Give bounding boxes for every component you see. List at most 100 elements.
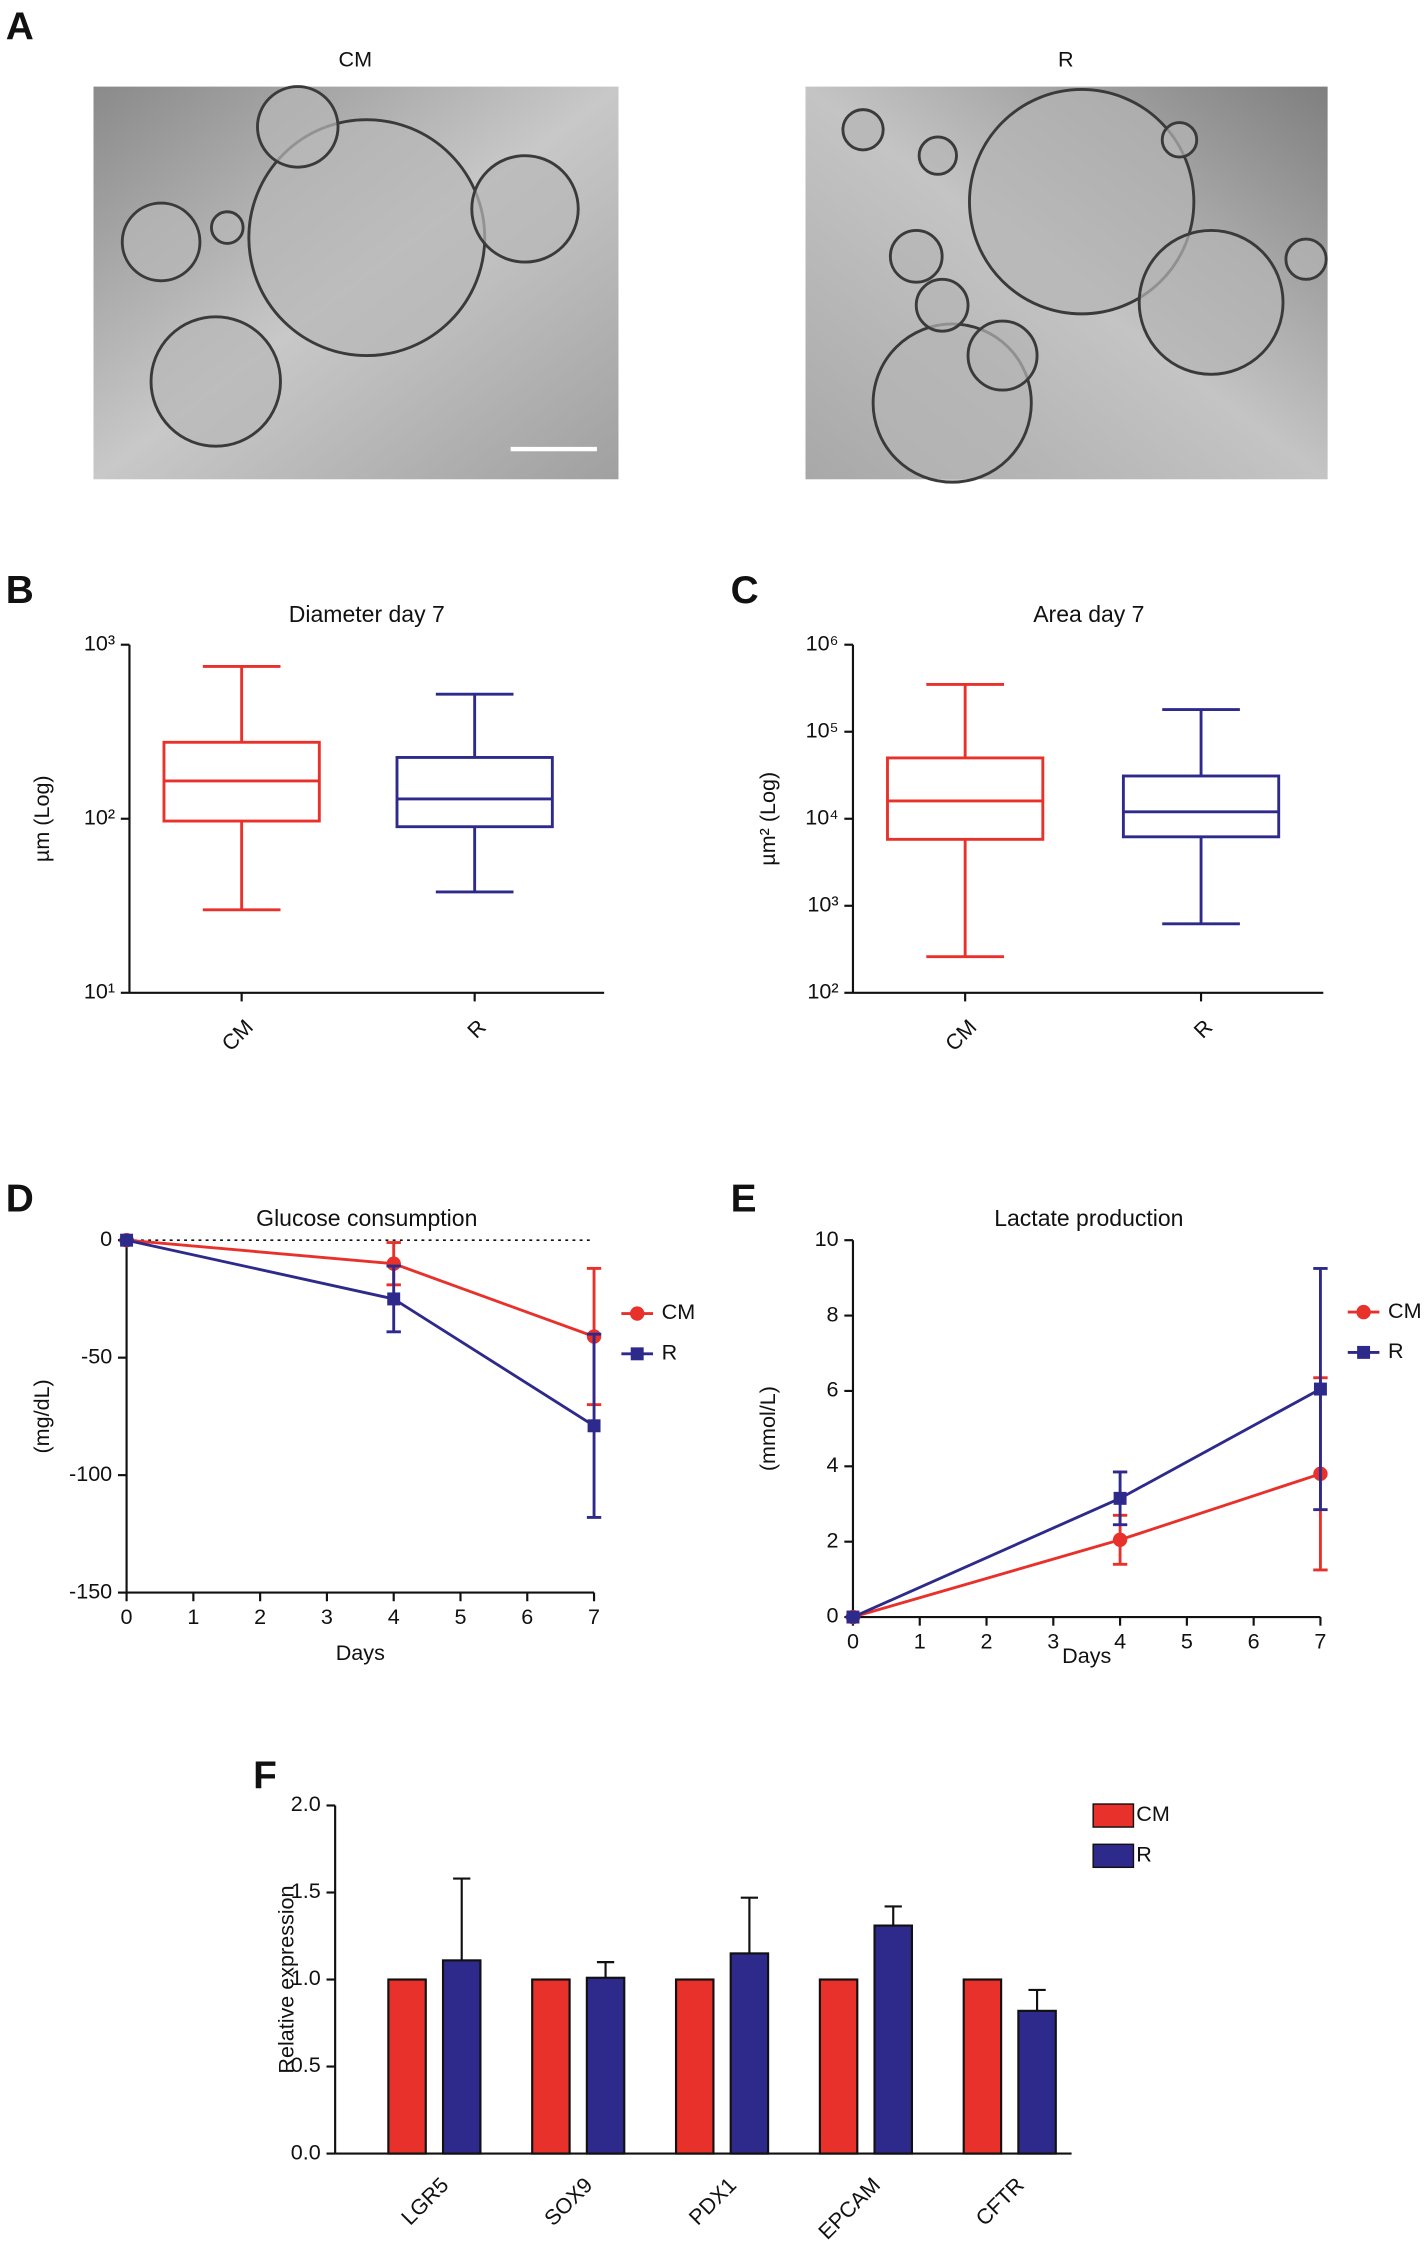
image-label: R: [1058, 46, 1074, 71]
y-tick-label: 4: [827, 1452, 839, 1477]
y-axis-label: (mmol/L): [755, 1386, 780, 1471]
y-tick-label: 10: [815, 1226, 839, 1251]
x-tick-label: CM: [940, 1014, 981, 1055]
y-tick-label: 0.5: [291, 2052, 321, 2077]
x-tick-label: 0: [121, 1604, 133, 1629]
x-tick-label: 7: [1314, 1629, 1326, 1654]
y-tick-label: 10²: [807, 978, 838, 1003]
y-tick-label: 10³: [807, 891, 838, 916]
bar: [873, 1924, 914, 2155]
image-label: CM: [339, 46, 373, 71]
x-tick-label: 2: [981, 1629, 993, 1654]
bar: [674, 1978, 715, 2155]
x-tick-label: 1: [187, 1604, 199, 1629]
x-tick-label: PDX1: [684, 2172, 742, 2230]
legend-label: CM: [1136, 1801, 1170, 1826]
box: [395, 756, 554, 829]
x-tick-label: 4: [1114, 1629, 1126, 1654]
y-tick-label: -150: [69, 1578, 112, 1603]
x-tick-label: R: [1189, 1014, 1218, 1043]
y-tick-label: 10¹: [84, 978, 115, 1003]
y-tick-label: 10⁶: [806, 630, 839, 655]
x-tick-label: 7: [588, 1604, 600, 1629]
chart-title: Lactate production: [994, 1205, 1183, 1231]
x-tick-label: SOX9: [539, 2172, 597, 2230]
y-tick-label: 10⁴: [805, 804, 838, 829]
x-tick-label: 6: [1248, 1629, 1260, 1654]
panel-letter: F: [253, 1754, 277, 1797]
panel-letter: C: [731, 569, 759, 612]
x-tick-label: CFTR: [970, 2172, 1028, 2230]
y-tick-label: 8: [827, 1301, 839, 1326]
x-axis-label: Days: [336, 1640, 385, 1665]
marker: [1113, 1491, 1127, 1505]
x-tick-label: 6: [521, 1604, 533, 1629]
x-tick-label: EPCAM: [813, 2172, 885, 2244]
legend-marker: [630, 1306, 645, 1321]
y-tick-label: 0: [827, 1603, 839, 1628]
panel-letter: A: [6, 5, 34, 48]
panel-letter: E: [731, 1178, 757, 1221]
x-tick-label: 1: [914, 1629, 926, 1654]
x-tick-label: 3: [321, 1604, 333, 1629]
series-line: [126, 1238, 595, 1428]
x-tick-label: R: [462, 1014, 491, 1043]
x-tick-label: 3: [1047, 1629, 1059, 1654]
y-tick-label: 10⁵: [806, 717, 839, 742]
y-tick-label: 1.0: [291, 1965, 321, 1990]
micrograph: [805, 86, 1328, 484]
legend-swatch: [1092, 1843, 1135, 1869]
marker: [587, 1419, 601, 1433]
panel-letter: D: [6, 1178, 34, 1221]
micrograph: [93, 85, 619, 480]
bar: [729, 1952, 770, 2155]
x-tick-label: 4: [388, 1604, 400, 1629]
x-tick-label: 5: [454, 1604, 466, 1629]
legend-marker: [1356, 1304, 1371, 1320]
series-line: [852, 1472, 1321, 1619]
y-tick-label: -50: [81, 1343, 112, 1368]
chart-title: Diameter day 7: [289, 601, 445, 627]
y-axis-label: (mg/dL): [29, 1379, 54, 1453]
marker: [1313, 1382, 1327, 1396]
legend-label: CM: [1388, 1298, 1422, 1323]
y-axis-label: Relative expression: [273, 1885, 298, 2073]
bar: [531, 1978, 571, 2155]
bar: [962, 1978, 1003, 2155]
x-tick-label: 2: [254, 1604, 266, 1629]
y-tick-label: 2.0: [291, 1791, 321, 1816]
x-tick-label: LGR5: [396, 2172, 454, 2230]
bar: [441, 1959, 482, 2155]
chart-title: Glucose consumption: [256, 1205, 477, 1231]
y-tick-label: 10³: [84, 630, 115, 655]
legend-label: R: [662, 1340, 678, 1365]
legend-label: R: [1136, 1842, 1152, 1867]
marker: [387, 1292, 401, 1306]
legend-marker: [1357, 1345, 1371, 1359]
box: [1121, 774, 1281, 839]
x-axis-label: Days: [1062, 1643, 1111, 1668]
y-tick-label: 1.5: [291, 1878, 321, 1903]
bar: [387, 1978, 427, 2155]
y-axis-label: µm² (Log): [755, 772, 780, 866]
y-tick-label: 0: [100, 1226, 112, 1251]
legend-label: CM: [662, 1299, 696, 1324]
y-tick-label: -100: [69, 1461, 112, 1486]
x-tick-label: CM: [216, 1014, 257, 1055]
y-axis-label: µm (Log): [29, 775, 54, 862]
y-tick-label: 0.0: [291, 2139, 321, 2164]
box: [886, 756, 1045, 841]
y-tick-label: 6: [827, 1377, 839, 1402]
x-tick-label: 5: [1181, 1629, 1193, 1654]
marker: [846, 1610, 860, 1624]
marker: [1112, 1532, 1128, 1547]
y-tick-label: 10²: [84, 804, 115, 829]
series-line: [852, 1387, 1322, 1619]
legend-swatch: [1092, 1803, 1135, 1828]
panel-letter: B: [6, 569, 34, 612]
legend-label: R: [1388, 1338, 1404, 1363]
x-tick-label: 0: [847, 1629, 859, 1654]
bar: [1017, 2009, 1057, 2155]
marker: [120, 1233, 134, 1247]
